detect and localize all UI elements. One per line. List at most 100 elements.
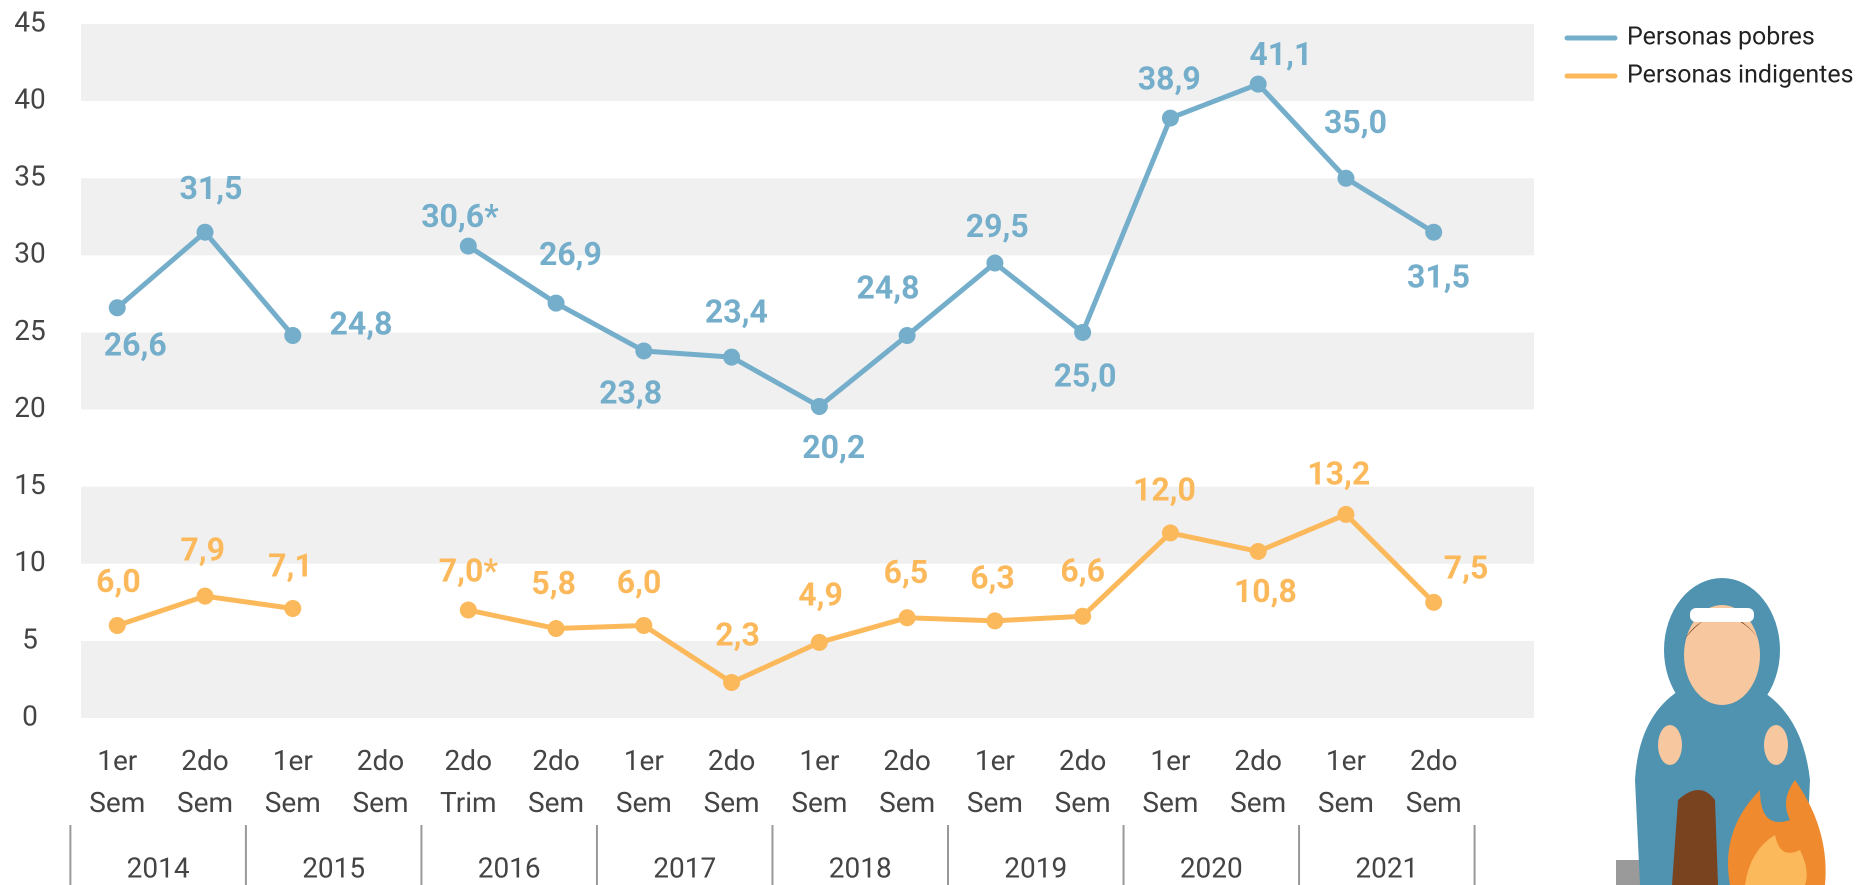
data-point — [460, 602, 477, 619]
data-point — [1337, 506, 1354, 523]
group-label: 2019 — [1004, 851, 1067, 884]
value-label: 26,6 — [104, 326, 167, 364]
value-label: 38,9 — [1138, 59, 1201, 97]
y-tick-label: 45 — [14, 5, 45, 38]
data-point — [1425, 224, 1442, 241]
group-label: 2016 — [478, 851, 541, 884]
y-tick-label: 20 — [14, 391, 45, 424]
value-label: 10,8 — [1234, 572, 1297, 610]
data-point — [1337, 170, 1354, 187]
value-label: 7,0* — [439, 551, 499, 589]
grid-band — [81, 178, 1534, 255]
legend-label: Personas pobres — [1627, 23, 1815, 52]
value-label: 7,9 — [180, 530, 225, 568]
data-point — [899, 327, 916, 344]
value-label: 12,0 — [1133, 471, 1196, 509]
data-point — [986, 612, 1003, 629]
group-label: 2014 — [127, 851, 190, 884]
value-label: 6,0 — [96, 562, 141, 600]
data-point — [284, 600, 301, 617]
data-point — [811, 398, 828, 415]
data-point — [899, 609, 916, 626]
value-label: 20,2 — [802, 428, 865, 466]
data-point — [197, 588, 214, 605]
data-point — [109, 617, 126, 634]
data-point — [1074, 608, 1091, 625]
data-point — [1425, 594, 1442, 611]
value-label: 30,6* — [421, 197, 499, 235]
y-tick-label: 0 — [22, 699, 38, 732]
value-label: 6,0 — [617, 563, 662, 601]
value-label: 31,5 — [180, 169, 243, 207]
data-point — [1250, 76, 1267, 93]
value-label: 6,5 — [884, 553, 929, 591]
data-point — [1074, 324, 1091, 341]
data-point — [723, 349, 740, 366]
group-label: 2021 — [1355, 851, 1418, 884]
value-label: 26,9 — [539, 235, 602, 273]
y-tick-label: 5 — [22, 622, 38, 655]
data-point — [811, 634, 828, 651]
y-tick-label: 30 — [14, 237, 45, 270]
data-point — [986, 255, 1003, 272]
value-label: 23,8 — [599, 374, 662, 412]
group-label: 2018 — [829, 851, 892, 884]
data-point — [1162, 110, 1179, 127]
data-point — [723, 674, 740, 691]
value-label: 31,5 — [1407, 257, 1470, 295]
legend-label: Personas indigentes — [1627, 61, 1854, 90]
value-label: 23,4 — [705, 292, 768, 330]
y-tick-label: 40 — [14, 83, 45, 116]
value-label: 25,0 — [1054, 356, 1117, 394]
value-label: 2,3 — [715, 616, 760, 654]
data-point — [1162, 524, 1179, 541]
value-label: 5,8 — [531, 564, 576, 602]
chart: 0 5 10 15 20 25 30 35 40 45 1erSem 2doSem 1erSem 2doS… — [0, 0, 1876, 885]
y-tick-label: 35 — [14, 160, 45, 193]
data-point — [635, 617, 652, 634]
data-point — [284, 327, 301, 344]
data-point — [1250, 543, 1267, 560]
data-point — [635, 342, 652, 359]
value-label: 6,6 — [1060, 552, 1105, 590]
value-label: 41,1 — [1249, 35, 1312, 73]
data-point — [548, 295, 565, 312]
y-tick-label: 10 — [14, 545, 45, 578]
person-illustration — [1616, 578, 1826, 885]
value-label: 13,2 — [1307, 455, 1370, 493]
data-point — [109, 299, 126, 316]
group-label: 2020 — [1180, 851, 1243, 884]
group-label: 2015 — [302, 851, 365, 884]
value-label: 24,8 — [857, 269, 920, 307]
grid-band — [81, 24, 1534, 101]
value-label: 4,9 — [798, 575, 843, 613]
data-point — [548, 620, 565, 637]
grid-band — [81, 641, 1534, 718]
value-label: 7,1 — [268, 546, 313, 584]
data-point — [460, 238, 477, 255]
data-point — [197, 224, 214, 241]
y-tick-label: 15 — [14, 468, 45, 501]
y-tick-label: 25 — [14, 314, 45, 347]
value-label: 29,5 — [966, 207, 1029, 245]
group-label: 2017 — [653, 851, 716, 884]
value-label: 7,5 — [1444, 548, 1489, 586]
value-label: 24,8 — [330, 304, 393, 342]
value-label: 35,0 — [1324, 103, 1387, 141]
value-label: 6,3 — [970, 559, 1015, 597]
x-tick-label: 1erSem — [89, 744, 145, 819]
